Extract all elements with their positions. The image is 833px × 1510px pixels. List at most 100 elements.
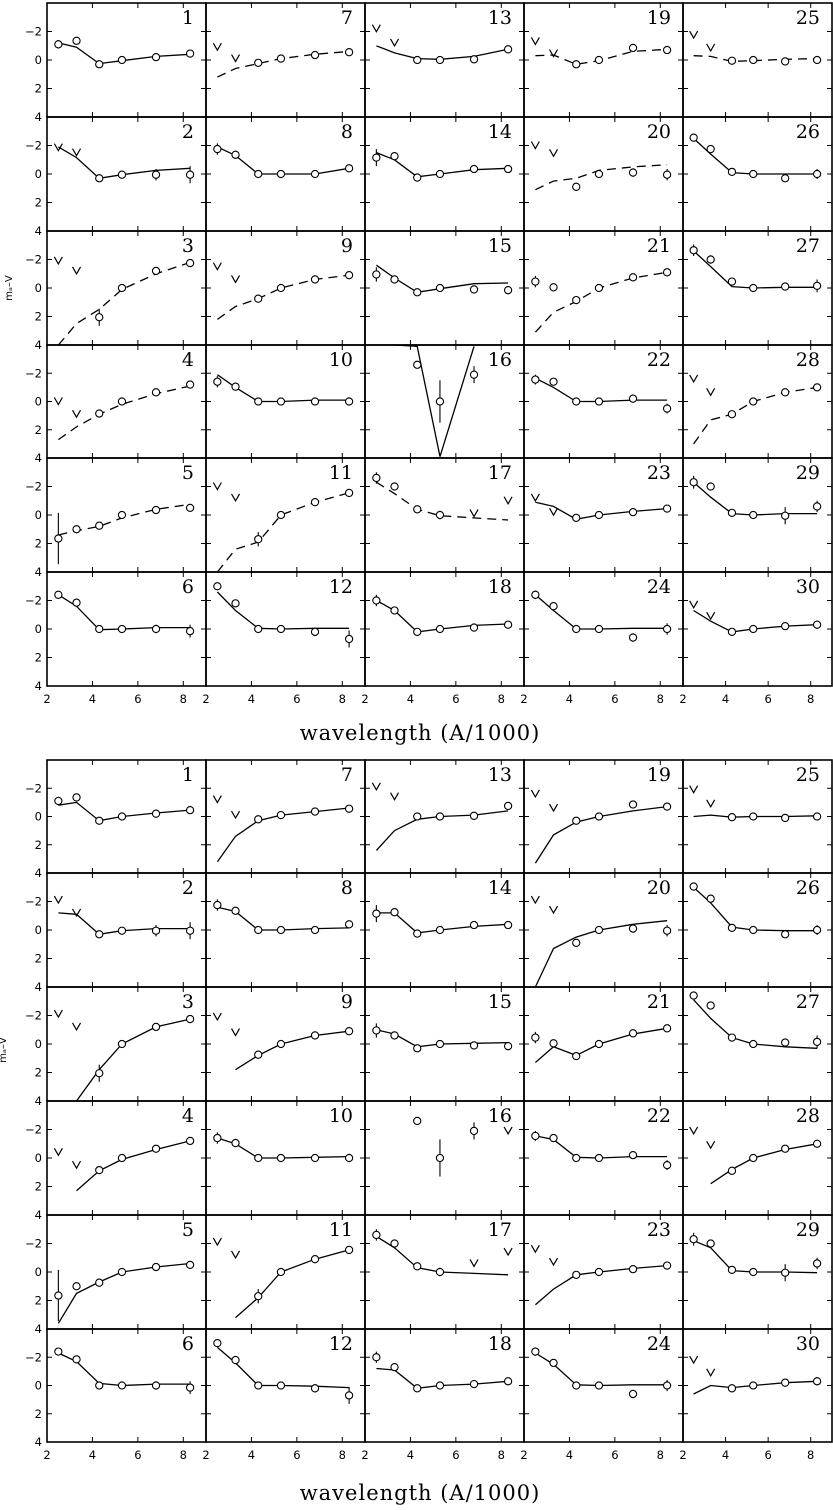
data-point: [344, 397, 354, 406]
y-tick-label: −2: [25, 781, 42, 795]
data-point: [594, 1381, 604, 1390]
data-point: [469, 55, 479, 64]
upper-limit-marker: [53, 143, 63, 152]
upper-limit-marker: [503, 496, 513, 505]
model-line: [693, 1240, 818, 1274]
data-point: [95, 930, 104, 939]
panel-14: 14: [364, 872, 525, 988]
upper-limit-marker: [212, 42, 222, 52]
data-point: [213, 1338, 222, 1348]
data-point: [572, 1153, 581, 1163]
data-point: [749, 1153, 758, 1163]
data-point: [469, 920, 479, 930]
data-point: [276, 1381, 286, 1390]
y-tick-label: −2: [25, 1009, 42, 1023]
panel-number: 17: [488, 1219, 512, 1241]
panel-number: 28: [796, 349, 820, 371]
x-tick-label: 8: [180, 1448, 187, 1462]
x-tick-label: 4: [248, 1448, 255, 1462]
data-point: [310, 498, 320, 507]
panel-13: 13: [364, 2, 525, 118]
data-point: [151, 1262, 161, 1272]
data-point: [344, 488, 354, 498]
data-point: [413, 1262, 422, 1271]
upper-limit-marker: [706, 43, 716, 53]
data-point: [344, 804, 354, 813]
panel-28: 28: [682, 344, 833, 459]
panel-number: 3: [182, 991, 194, 1013]
model-line: [535, 164, 668, 191]
y-tick-label: 0: [35, 1151, 42, 1165]
data-point: [231, 599, 240, 608]
data-point: [435, 812, 445, 821]
panel-17: 17: [364, 1214, 525, 1330]
upper-limit-marker: [530, 37, 540, 46]
x-tick-label: 4: [89, 692, 96, 706]
data-point: [95, 60, 104, 69]
panel-7: 7: [205, 759, 366, 874]
data-point: [628, 168, 638, 177]
upper-limit-marker: [469, 509, 479, 518]
data-point: [727, 56, 737, 65]
data-point: [72, 36, 81, 45]
panel-11: 11: [205, 1214, 366, 1330]
panel-number: 1: [182, 7, 194, 29]
y-tick-label: −2: [25, 139, 42, 153]
y-tick-label: 4: [35, 1094, 42, 1108]
y-tick-label: 4: [35, 338, 42, 352]
panel-5: 5 −2 0 2 4: [25, 457, 207, 579]
data-point: [689, 133, 698, 142]
x-tick-label: 4: [722, 1448, 729, 1462]
data-point: [469, 811, 479, 820]
panel-29: 29: [682, 457, 833, 573]
model-line: [693, 386, 818, 445]
data-point: [781, 1144, 790, 1153]
data-point: [749, 1267, 758, 1277]
data-point: [781, 57, 790, 66]
data-point: [95, 816, 104, 825]
panel-14: 14: [364, 116, 525, 232]
data-point: [276, 169, 286, 179]
model-line: [693, 609, 818, 633]
data-point: [689, 1235, 698, 1244]
panel-number: 11: [329, 1219, 353, 1241]
data-point: [812, 620, 822, 629]
x-tick-label: 6: [452, 692, 459, 706]
data-point: [72, 793, 81, 802]
data-point: [727, 167, 737, 177]
data-point: [254, 294, 263, 303]
data-point: [812, 1377, 822, 1386]
data-point: [628, 1265, 638, 1274]
panel-number: 23: [647, 462, 671, 484]
model-line: [535, 501, 668, 520]
x-axis-label-upper: wavelength (A/1000): [300, 721, 541, 745]
y-tick-label: 0: [35, 508, 42, 522]
panel-4: 4 −2 0 2 4: [25, 344, 207, 465]
panel-24: 242 4 6 8: [520, 1328, 684, 1462]
model-line: [376, 481, 509, 521]
data-point: [185, 170, 195, 179]
upper-limit-marker: [530, 895, 540, 905]
panel-9: 9: [205, 986, 366, 1102]
model-line: [58, 912, 191, 935]
y-tick-label: 4: [35, 679, 42, 693]
data-point: [435, 925, 445, 935]
data-point: [54, 40, 63, 49]
panel-number: 26: [796, 121, 820, 143]
panel-27: 27: [682, 230, 833, 346]
y-tick-label: 2: [35, 537, 42, 551]
model-line: [535, 1352, 668, 1387]
data-point: [372, 909, 381, 918]
data-point: [594, 283, 604, 293]
data-point: [549, 602, 558, 611]
upper-limit-marker: [390, 38, 400, 48]
model-line: [693, 137, 818, 175]
x-axis-label-lower: wavelength (A/1000): [300, 1481, 541, 1505]
data-point: [185, 805, 195, 815]
y-tick-label: 0: [35, 1037, 42, 1051]
data-point: [662, 504, 672, 513]
data-point: [413, 288, 422, 297]
data-point: [310, 1031, 320, 1040]
